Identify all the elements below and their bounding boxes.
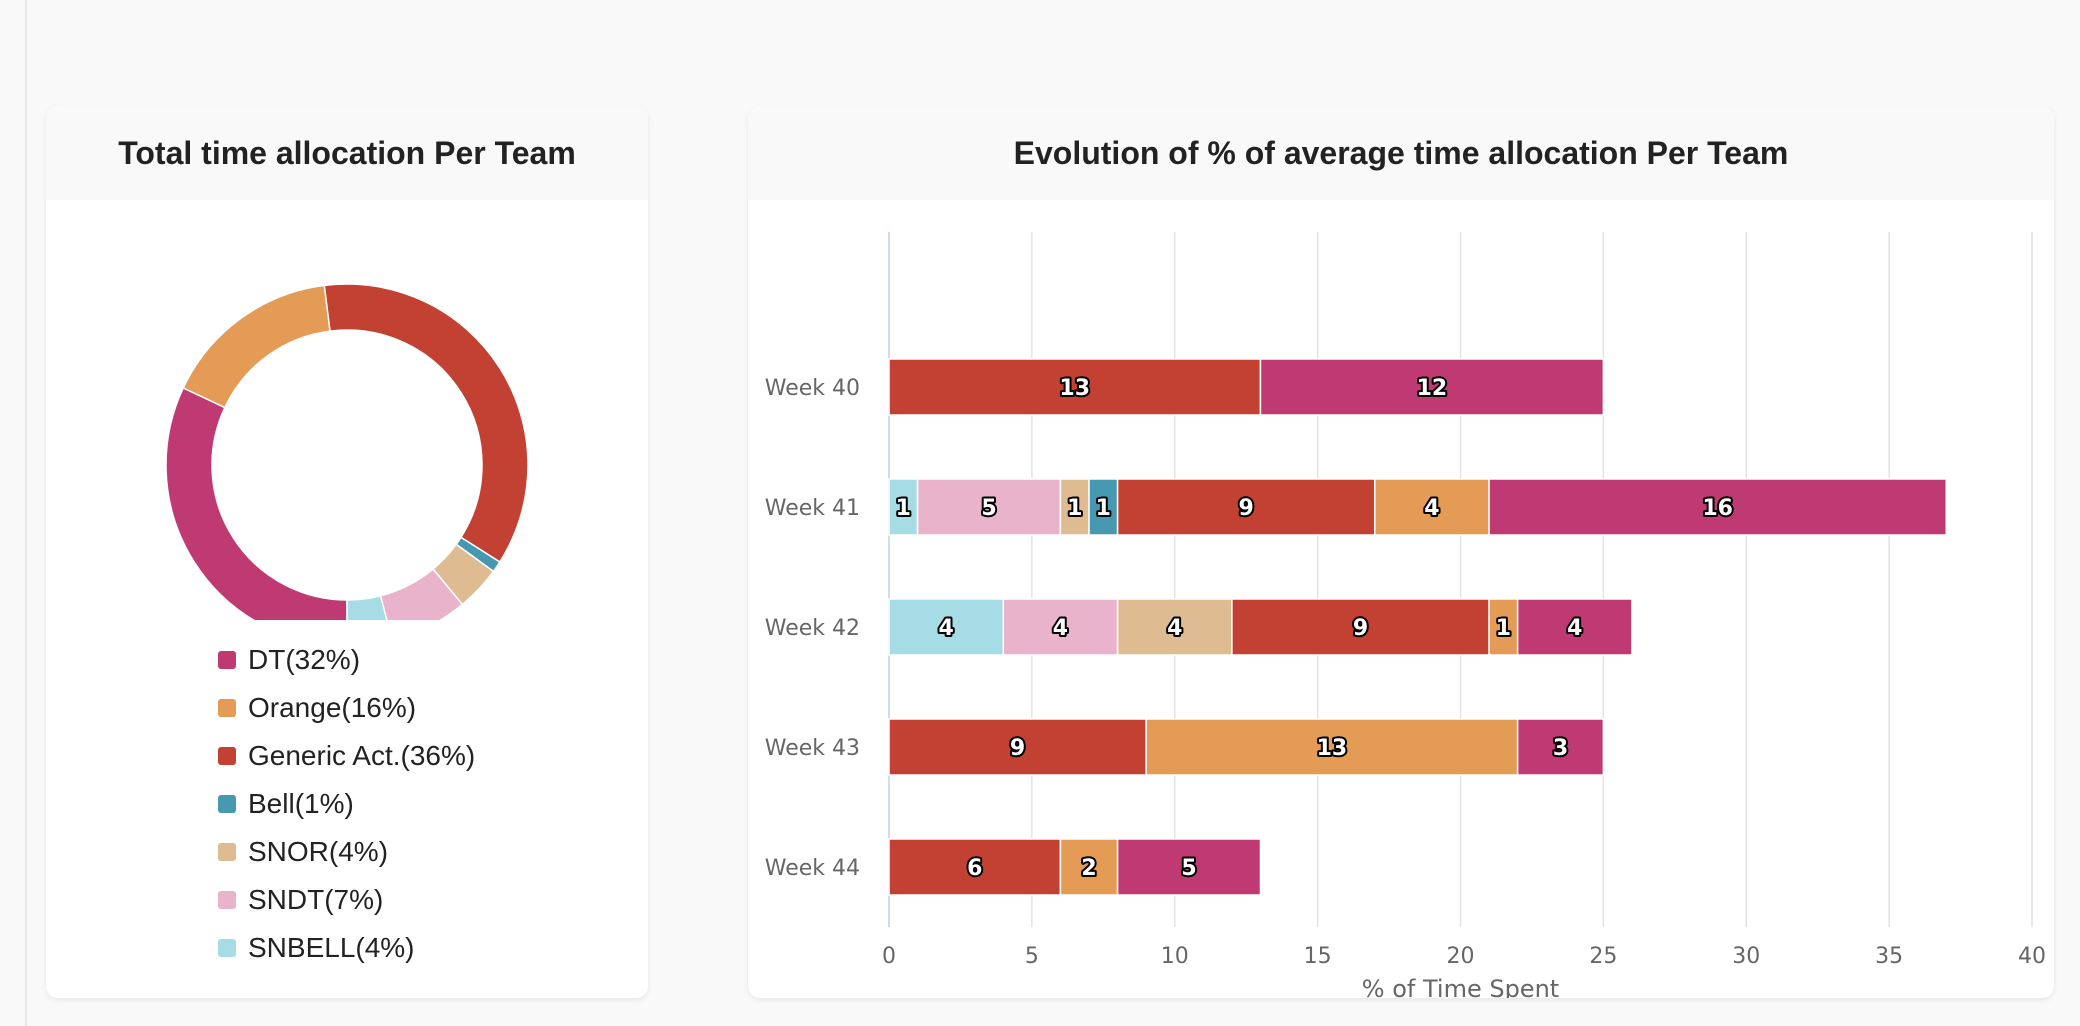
legend-swatch <box>218 651 236 669</box>
bar-segment[interactable] <box>1116 478 1376 536</box>
pie-chart-title: Total time allocation Per Team <box>118 134 576 171</box>
legend-swatch <box>218 843 236 861</box>
bar-card-header: Evolution of % of average time allocatio… <box>748 106 2054 200</box>
pie-legend-item[interactable]: Generic Act.(36%) <box>218 732 475 780</box>
legend-label: Generic Act.(36%) <box>248 740 476 771</box>
bar-segment[interactable] <box>1116 838 1262 896</box>
donut-slice-1[interactable] <box>182 284 331 409</box>
bar-chart-card: Evolution of % of average time allocatio… <box>748 106 2054 998</box>
legend-label: SNDT(7%) <box>248 884 384 915</box>
bar-segment[interactable] <box>1516 718 1605 776</box>
legend-label: Orange(16%) <box>248 692 417 723</box>
donut-slice-0[interactable] <box>165 386 348 620</box>
x-tick-label: 35 <box>1875 944 1903 969</box>
bar-data-label: 16 <box>1702 496 1733 521</box>
pie-chart-card: Total time allocation Per Team DT(32%) Or… <box>46 106 648 998</box>
bar-data-label: 1 <box>1496 616 1511 641</box>
x-tick-label: 30 <box>1732 944 1760 969</box>
y-category-label: Week 42 <box>765 616 860 641</box>
x-tick-label: 10 <box>1161 944 1189 969</box>
legend-label: DT(32%) <box>248 644 361 675</box>
donut-chart <box>165 283 529 620</box>
bar-segment[interactable] <box>1231 598 1490 656</box>
legend-label: SNBELL(4%) <box>248 932 415 963</box>
bar-data-label: 4 <box>1567 616 1582 641</box>
bar-data-label: 4 <box>1053 616 1068 641</box>
bar-data-label: 9 <box>1353 616 1368 641</box>
y-category-label: Week 44 <box>765 856 860 881</box>
page-left-border <box>0 0 27 1026</box>
x-tick-label: 0 <box>882 944 896 969</box>
bar-data-label: 4 <box>1167 616 1182 641</box>
pie-legend-item[interactable]: SNBELL(4%) <box>218 924 475 972</box>
legend-swatch <box>218 939 236 957</box>
bar-data-label: 9 <box>1239 496 1254 521</box>
x-tick-label: 40 <box>2018 944 2046 969</box>
bar-data-label: 4 <box>1424 496 1439 521</box>
bar-segment[interactable] <box>1059 838 1119 896</box>
pie-legend-item[interactable]: DT(32%) <box>218 636 475 684</box>
bar-data-label: 2 <box>1081 856 1096 881</box>
bar-segment[interactable] <box>1088 478 1119 536</box>
bar-segment[interactable] <box>888 598 1005 656</box>
x-tick-label: 5 <box>1025 944 1039 969</box>
legend-swatch <box>218 795 236 813</box>
legend-label: SNOR(4%) <box>248 836 389 867</box>
bar-data-label: 6 <box>967 856 982 881</box>
y-category-label: Week 40 <box>765 376 860 401</box>
bar-data-label: 13 <box>1317 736 1348 761</box>
bar-segment[interactable] <box>888 718 1147 776</box>
x-tick-label: 20 <box>1447 944 1475 969</box>
bar-data-label: 5 <box>981 496 996 521</box>
legend-swatch <box>218 747 236 765</box>
legend-swatch <box>218 699 236 717</box>
pie-card-header: Total time allocation Per Team <box>46 106 648 200</box>
x-axis-label: % of Time Spent <box>1362 975 1559 998</box>
bar-chart-title: Evolution of % of average time allocatio… <box>1013 134 1789 171</box>
bar-segment[interactable] <box>1145 718 1519 776</box>
bar-segment[interactable] <box>1002 598 1119 656</box>
x-tick-label: 15 <box>1304 944 1332 969</box>
bar-segment[interactable] <box>1059 478 1090 536</box>
x-tick-label: 25 <box>1589 944 1617 969</box>
donut-slice-6[interactable] <box>346 594 392 620</box>
bar-segment[interactable] <box>1488 598 1519 656</box>
y-category-label: Week 43 <box>765 736 860 761</box>
bar-segment[interactable] <box>1259 358 1605 416</box>
bar-data-label: 1 <box>896 496 911 521</box>
pie-legend-item[interactable]: SNOR(4%) <box>218 828 475 876</box>
pie-legend-item[interactable]: Bell(1%) <box>218 780 475 828</box>
y-category-label: Week 41 <box>765 496 860 521</box>
bar-segment[interactable] <box>888 838 1062 896</box>
bar-data-label: 1 <box>1096 496 1111 521</box>
donut-slice-2[interactable] <box>323 283 529 564</box>
bar-data-label: 4 <box>938 616 953 641</box>
bar-segment[interactable] <box>1516 598 1633 656</box>
pie-legend-item[interactable]: SNDT(7%) <box>218 876 475 924</box>
bar-data-label: 5 <box>1181 856 1196 881</box>
pie-legend-item[interactable]: Orange(16%) <box>218 684 475 732</box>
legend-label: Bell(1%) <box>248 788 354 819</box>
bar-data-label: 3 <box>1553 736 1568 761</box>
bar-data-label: 1 <box>1067 496 1082 521</box>
bar-segment[interactable] <box>1116 598 1233 656</box>
bar-data-label: 13 <box>1059 376 1090 401</box>
bar-data-label: 9 <box>1010 736 1025 761</box>
legend-swatch <box>218 891 236 909</box>
bar-segment[interactable] <box>1488 478 1948 536</box>
pie-legend: DT(32%) Orange(16%) Generic Act.(36%) Bell(… <box>218 636 475 972</box>
bar-data-label: 12 <box>1417 376 1448 401</box>
